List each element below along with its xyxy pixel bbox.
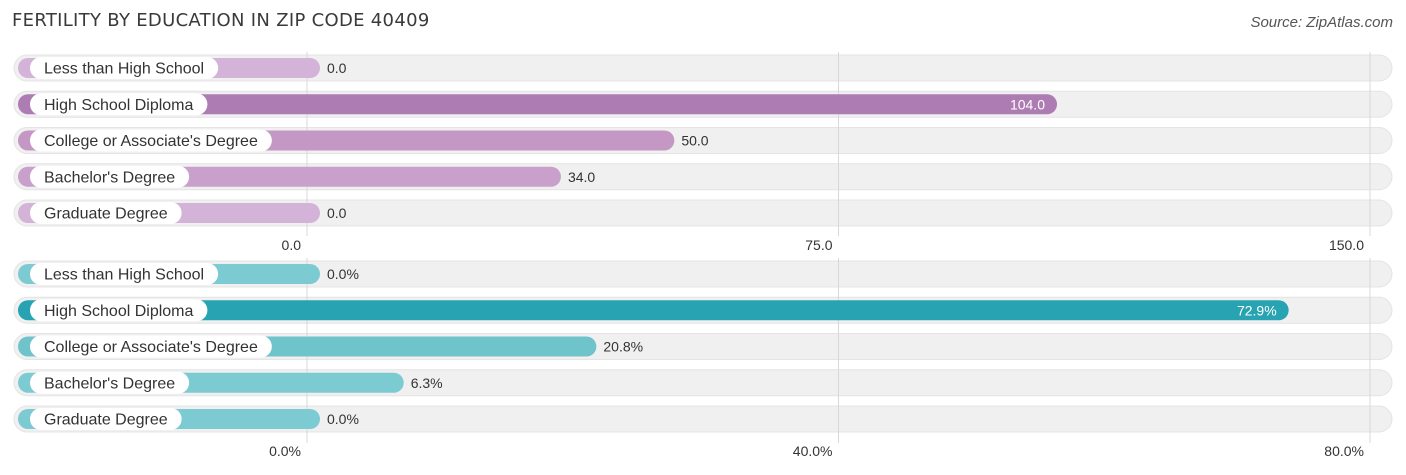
tick-label: 40.0%: [793, 443, 833, 459]
value-label: 0.0%: [327, 411, 359, 427]
tick-label: 150.0: [1329, 237, 1364, 253]
category-label-background: [30, 57, 219, 79]
category-label-background: [30, 93, 208, 116]
bar: [18, 94, 1058, 115]
row-background: [13, 199, 1393, 227]
value-label: 50.0: [681, 133, 708, 149]
category-label-background: [30, 165, 190, 188]
category-label: Less than High School: [44, 61, 204, 78]
value-label: 0.0: [327, 205, 347, 221]
category-label: Graduate Degree: [44, 206, 168, 223]
value-label: 6.3%: [411, 375, 443, 391]
category-label-background: [30, 408, 182, 430]
category-label: High School Diploma: [44, 303, 194, 320]
value-label: 34.0: [568, 169, 595, 185]
bar: [18, 300, 1289, 321]
row-background: [13, 54, 1393, 82]
category-label-background: [30, 263, 219, 285]
category-label: Less than High School: [44, 267, 204, 284]
category-label: Graduate Degree: [44, 412, 168, 429]
value-label: 72.9%: [1237, 302, 1277, 318]
chart-panel-1: Less than High School 0.0 High School Dipl…: [13, 52, 1393, 253]
category-label-background: [30, 371, 190, 394]
category-label-background: [30, 299, 208, 322]
tick-label: 75.0: [805, 237, 832, 253]
source-label: Source: ZipAtlas.com: [1250, 14, 1393, 31]
value-label: 0.0: [327, 60, 347, 76]
value-label: 20.8%: [603, 339, 643, 355]
category-label-background: [30, 129, 272, 152]
row-background: [13, 260, 1393, 288]
tick-label: 0.0%: [269, 443, 301, 459]
category-label: College or Associate's Degree: [44, 339, 258, 356]
value-label: 0.0%: [327, 266, 359, 282]
category-label: High School Diploma: [44, 97, 194, 114]
value-label: 104.0: [1010, 96, 1045, 112]
chart-panel-2: Less than High School 0.0% High School Dip…: [13, 258, 1393, 459]
chart-title: FERTILITY BY EDUCATION IN ZIP CODE 40409: [12, 10, 430, 31]
row-background: [13, 405, 1393, 433]
tick-label: 80.0%: [1324, 443, 1364, 459]
category-label: College or Associate's Degree: [44, 133, 258, 150]
category-label: Bachelor's Degree: [44, 375, 175, 392]
category-label: Bachelor's Degree: [44, 169, 175, 186]
category-label-background: [30, 202, 182, 224]
category-label-background: [30, 335, 272, 358]
tick-label: 0.0: [282, 237, 302, 253]
